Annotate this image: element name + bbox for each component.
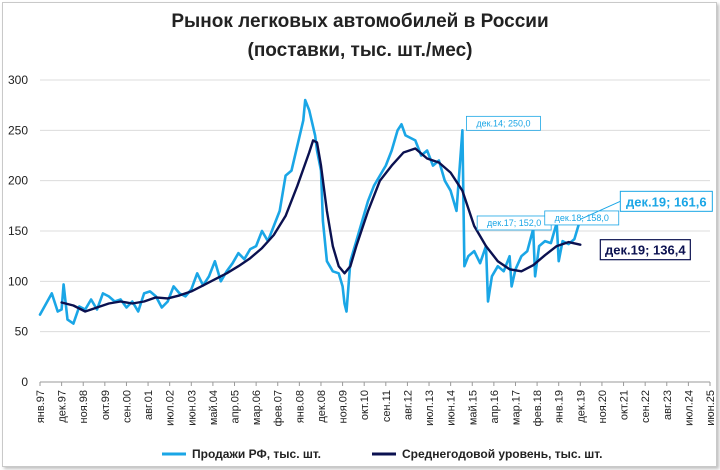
x-tick-label: дек.08 xyxy=(316,390,328,423)
y-tick-label: 100 xyxy=(8,274,28,288)
x-tick-label: ноя.98 xyxy=(78,390,90,423)
x-tick-label: сен.00 xyxy=(121,390,133,423)
annotation-label: дек.19; 161,6 xyxy=(626,194,707,209)
x-tick-label: янв.97 xyxy=(35,390,47,423)
annotation-label: дек.18; 158,0 xyxy=(555,213,609,223)
y-axis: 0 50 100 150 200 250 300 xyxy=(8,73,28,389)
series-lines xyxy=(38,98,582,325)
x-tick-label: фев.18 xyxy=(532,390,544,426)
legend: Продажи РФ, тыс. шт. Среднегодовой уровен… xyxy=(162,447,602,461)
y-tick-label: 50 xyxy=(15,325,29,339)
y-tick-label: 0 xyxy=(21,375,28,389)
x-tick-label: июл.13 xyxy=(424,390,436,426)
x-tick-label: июн.14 xyxy=(446,390,458,426)
x-tick-label: ноя.09 xyxy=(338,390,350,423)
gridlines xyxy=(40,79,710,383)
x-tick-label: окт.21 xyxy=(619,390,631,420)
annotations: дек.14; 250,0 дек.17; 152,0 дек.18; 158,0 д… xyxy=(466,115,713,261)
x-tick-label: май.04 xyxy=(208,390,220,425)
sales-series-line xyxy=(38,98,582,325)
annotation-label: дек.17; 152,0 xyxy=(487,218,541,228)
x-tick-label: ноя.20 xyxy=(597,390,609,423)
y-tick-label: 300 xyxy=(8,73,28,87)
x-tick-label: сен.11 xyxy=(381,390,393,422)
x-tick-label: июл.02 xyxy=(165,390,177,426)
annotation-box xyxy=(466,115,541,131)
annotation-box xyxy=(619,190,713,212)
x-tick-label: мар.06 xyxy=(251,390,263,425)
y-tick-label: 200 xyxy=(8,174,28,188)
legend-label-sales: Продажи РФ, тыс. шт. xyxy=(192,447,321,461)
x-tick-label: окт.10 xyxy=(359,390,371,420)
x-tick-label: июн.25 xyxy=(705,390,717,426)
chart-title-line-2: (поставки, тыс. шт./мес) xyxy=(248,40,473,61)
x-tick-label: сен.22 xyxy=(640,390,652,423)
annotation-box xyxy=(599,239,691,261)
x-tick-label: янв.19 xyxy=(554,390,566,423)
annotation-label: дек.14; 250,0 xyxy=(476,118,530,128)
x-tick-label: апр.05 xyxy=(230,390,242,423)
x-tick-label: май.15 xyxy=(467,390,479,425)
x-tick-label: июн.03 xyxy=(186,390,198,426)
x-tick-label: дек.97 xyxy=(57,390,69,423)
x-tick-label: авг.12 xyxy=(402,390,414,420)
chart-title-line-1: Рынок легковых автомобилей в России xyxy=(171,11,548,32)
x-tick-label: апр.16 xyxy=(489,390,501,423)
y-tick-label: 150 xyxy=(8,224,28,238)
y-tick-label: 250 xyxy=(8,123,28,137)
annotation-leader xyxy=(580,200,621,220)
x-tick-label: авг.01 xyxy=(143,390,155,420)
legend-label-average: Среднегодовой уровень, тыс. шт. xyxy=(402,447,602,461)
x-tick-label: авг.23 xyxy=(662,390,674,420)
x-tick-label: мар.17 xyxy=(510,390,522,425)
x-axis: янв.97 дек.97 ноя.98 окт.99 сен.00 авг.01 июл.… xyxy=(35,382,717,426)
x-tick-label: июл.24 xyxy=(683,390,695,426)
x-tick-label: фев.07 xyxy=(273,390,285,426)
x-tick-label: дек.19 xyxy=(575,390,587,423)
annotation-label: дек.19; 136,4 xyxy=(605,243,686,258)
x-tick-label: янв.08 xyxy=(294,390,306,423)
annotation-box xyxy=(544,210,620,226)
x-tick-label: окт.99 xyxy=(100,390,112,420)
average-series-line xyxy=(60,139,582,313)
